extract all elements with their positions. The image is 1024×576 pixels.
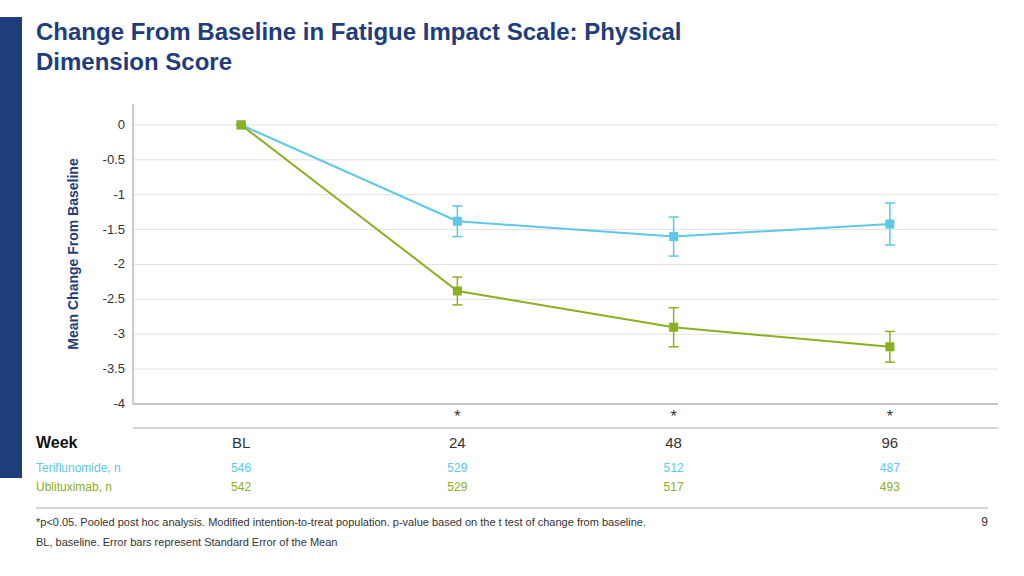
x-tick-label: 96 [882,434,899,451]
separator [36,508,988,509]
series-label: Ublituximab, n [36,480,112,494]
y-tick-label: -2 [113,256,125,271]
error-cap [885,244,895,246]
n-count: 529 [447,461,467,475]
grid-line [133,404,998,405]
title: Dimension Score [36,48,232,75]
marker [885,342,894,351]
annotation: * [887,408,893,425]
y-tick-label: -0.5 [103,152,125,167]
n-count: 512 [664,461,684,475]
sidebar [0,17,22,478]
grid-line [133,194,998,195]
error-bar [452,206,462,237]
grid-line [133,299,998,300]
x-axis-line [133,404,998,405]
y-axis-label: Mean Change From Baseline [65,158,81,350]
error-cap [885,331,895,333]
marker [237,120,246,129]
n-count: 542 [231,480,251,494]
error-cap [885,202,895,204]
annotation: * [671,408,677,425]
y-axis-line [133,104,134,404]
y-tick-label: -1 [113,187,125,202]
n-count: 546 [231,461,251,475]
series [236,120,895,256]
marker [669,323,678,332]
series [236,120,895,362]
error-cap [669,255,679,257]
error-cap [885,361,895,363]
n-count: 529 [447,480,467,494]
series-label: Teriflunomide, n [36,461,121,475]
plot-data [236,120,895,362]
x-axis-label: Week [36,434,78,451]
page-number: 9 [981,515,988,529]
x-tick-label: 48 [665,434,682,451]
series-line [241,125,890,347]
y-tick-label: 0 [118,117,125,132]
x-tick-label: BL [232,434,250,451]
n-count: 487 [880,461,900,475]
error-cap [452,205,462,207]
annotation: * [454,408,460,425]
y-tick-label: -1.5 [103,222,125,237]
error-cap [452,304,462,306]
grid-line [133,369,998,370]
error-bar [885,331,895,362]
y-tick-label: -3.5 [103,361,125,376]
grid [133,125,998,404]
grid-line [133,264,998,265]
error-cap [669,216,679,218]
marker [669,232,678,241]
error-cap [452,276,462,278]
title: Change From Baseline in Fatigue Impact S… [36,18,682,45]
footnote: BL, baseline. Error bars represent Stand… [36,536,337,548]
error-cap [669,346,679,348]
footnote: *p<0.05. Pooled post hoc analysis. Modif… [36,516,646,528]
marker [453,286,462,295]
error-bar [452,277,462,305]
x-tick-label: 24 [449,434,466,451]
grid-line [133,159,998,160]
marker [885,220,894,229]
marker [237,120,246,129]
y-tick-label: -3 [113,326,125,341]
chart: Change From Baseline in Fatigue Impact S… [0,0,1024,576]
error-bar [885,203,895,245]
grid-line [133,334,998,335]
error-cap [669,307,679,309]
y-tick-label: -4 [113,396,125,411]
error-cap [452,236,462,238]
error-bar [669,308,679,347]
n-count: 493 [880,480,900,494]
y-tick-label: -2.5 [103,291,125,306]
marker [453,217,462,226]
n-count: 517 [664,480,684,494]
series-line [241,125,890,237]
separator [133,428,998,429]
grid-line [133,124,998,125]
error-bar [669,217,679,256]
